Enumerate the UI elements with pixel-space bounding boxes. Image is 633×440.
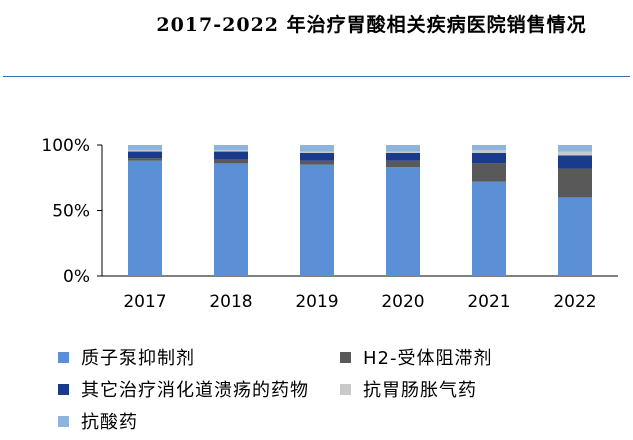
- bar-segment: [558, 151, 592, 156]
- bar-segment: [300, 151, 334, 153]
- bar-segment: [558, 197, 592, 276]
- bar-segment: [128, 150, 162, 152]
- bar-segment: [214, 145, 248, 151]
- bar-segment: [300, 152, 334, 161]
- bar-segment: [386, 167, 420, 276]
- bar-segment: [386, 152, 420, 161]
- x-tick-label: 2017: [123, 292, 166, 312]
- bar-segment: [558, 155, 592, 169]
- bar-segment: [386, 151, 420, 153]
- bar-segment: [128, 145, 162, 151]
- bar-segment: [558, 168, 592, 198]
- bar-segment: [472, 163, 506, 182]
- bar-segment: [214, 151, 248, 160]
- bar-segment: [386, 145, 420, 152]
- x-tick-label: 2018: [209, 292, 252, 312]
- bar-segment: [128, 160, 162, 276]
- bar-segment: [472, 181, 506, 276]
- bar-segment: [300, 164, 334, 276]
- bar-segment: [300, 145, 334, 152]
- x-tick-label: 2022: [553, 292, 596, 312]
- bar-segment: [472, 145, 506, 151]
- bar-segment: [128, 151, 162, 159]
- bar-segment: [128, 158, 162, 161]
- bar-segment: [472, 150, 506, 153]
- title-divider: [3, 76, 630, 77]
- bar-segment: [300, 160, 334, 165]
- chart-title: 2017-2022 年治疗胃酸相关疾病医院销售情况: [156, 14, 587, 36]
- bar-segment: [558, 145, 592, 152]
- y-tick-label: 100%: [41, 136, 90, 156]
- x-tick-label: 2019: [295, 292, 338, 312]
- bar-segment: [214, 159, 248, 164]
- bar-segment: [214, 150, 248, 152]
- x-tick-label: 2020: [381, 292, 424, 312]
- bar-segment: [214, 163, 248, 276]
- bar-segment: [472, 152, 506, 164]
- bar-segment: [386, 160, 420, 168]
- x-tick-label: 2021: [467, 292, 510, 312]
- y-tick-label: 0%: [63, 267, 90, 287]
- y-tick-label: 50%: [52, 202, 90, 222]
